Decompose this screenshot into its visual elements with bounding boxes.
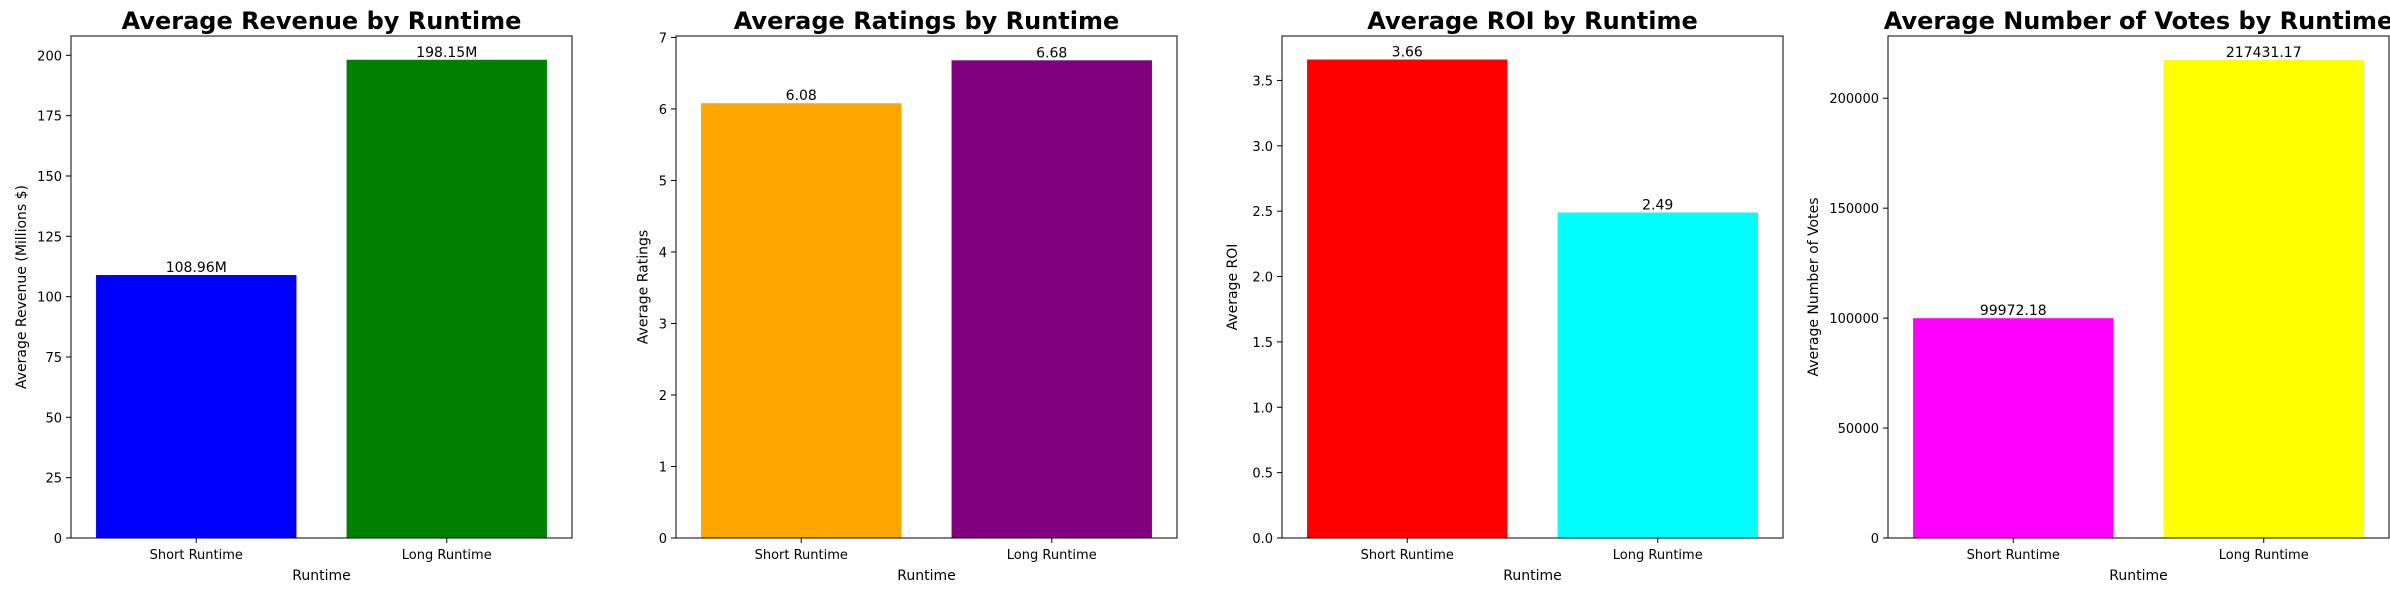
y-tick-label: 3 [659,317,667,332]
y-tick-label: 4 [659,246,667,261]
chart-panel: 99972.18 Short Runtime 217431.17 Long Runti… [1806,7,2390,584]
bar [701,103,902,539]
y-tick-label: 125 [37,230,62,245]
y-tick-label: 150000 [1829,202,1879,217]
bar [951,60,1152,539]
y-tick-label: 25 [45,472,62,487]
x-tick-label: Short Runtime [755,548,848,563]
data-label: 198.15M [416,45,477,61]
x-axis-label: Runtime [1503,568,1561,584]
x-tick-label: Short Runtime [150,548,243,563]
bar [1557,212,1758,538]
chart-panel: 3.66 Short Runtime 2.49 Long Runtime 0.0 0.5 1… [1225,7,1784,584]
bar [96,275,297,538]
chart-panel: 6.08 Short Runtime 6.68 Long Runtime 0 1 2 3 4 5 6… [636,7,1178,584]
y-tick-label: 0.5 [1252,467,1273,482]
y-tick-label: 50000 [1838,422,1879,437]
x-tick-label: Long Runtime [402,548,492,563]
chart-title: Average Ratings by Runtime [734,7,1120,35]
plot-frame [1281,35,1784,539]
x-tick-label: Long Runtime [1007,548,1097,563]
plot-frame [1887,35,2390,539]
x-tick-label: Long Runtime [2219,548,2309,563]
y-tick-label: 100 [37,291,62,306]
x-tick-label: Long Runtime [1613,548,1703,563]
data-label: 6.68 [1036,45,1067,61]
chart-title: Average ROI by Runtime [1367,7,1697,35]
y-tick-label: 150 [37,170,62,185]
data-label: 3.66 [1392,45,1423,61]
data-label: 108.96M [166,260,227,276]
y-tick-label: 2 [659,389,667,404]
x-tick-label: Short Runtime [1361,548,1454,563]
y-axis-label: Average Revenue (Millions $) [14,185,30,389]
y-axis-label: Average Number of Votes [1806,197,1822,376]
y-axis-label: Average ROI [1225,244,1241,331]
y-tick-label: 200000 [1829,92,1879,107]
y-tick-label: 75 [45,351,62,366]
y-tick-label: 0 [659,532,667,547]
data-label: 6.08 [786,88,817,104]
bar [1913,318,2114,538]
y-tick-label: 2.5 [1252,205,1273,220]
y-axis-label: Average Ratings [636,230,652,344]
y-tick-label: 6 [659,103,667,118]
y-tick-label: 7 [659,31,667,46]
data-label: 217431.17 [2226,45,2302,61]
y-tick-label: 2.0 [1252,271,1273,286]
y-tick-label: 175 [37,110,62,125]
y-tick-label: 1.5 [1252,336,1273,351]
bar [1307,59,1508,538]
plot-frame [70,35,573,539]
y-tick-label: 3.5 [1252,74,1273,89]
x-tick-label: Short Runtime [1967,548,2060,563]
chart-title: Average Number of Votes by Runtime [1884,7,2390,35]
x-axis-label: Runtime [897,568,955,584]
y-tick-label: 50 [45,411,62,426]
plot-frame [675,35,1178,539]
chart-panel: 108.96M Short Runtime 198.15M Long Runtime 0… [14,7,573,584]
y-tick-label: 0 [1871,532,1879,547]
data-label: 2.49 [1642,197,1673,213]
chart-title: Average Revenue by Runtime [122,7,522,35]
y-tick-label: 1 [659,460,667,475]
x-axis-label: Runtime [2109,568,2167,584]
y-tick-label: 100000 [1829,312,1879,327]
bar [2163,59,2364,538]
data-label: 99972.18 [1980,303,2047,319]
y-tick-label: 0 [54,532,62,547]
y-tick-label: 1.0 [1252,401,1273,416]
y-tick-label: 5 [659,174,667,189]
y-tick-label: 0.0 [1252,532,1273,547]
y-tick-label: 200 [37,49,62,64]
y-tick-label: 3.0 [1252,140,1273,155]
bar [346,59,547,539]
x-axis-label: Runtime [292,568,350,584]
